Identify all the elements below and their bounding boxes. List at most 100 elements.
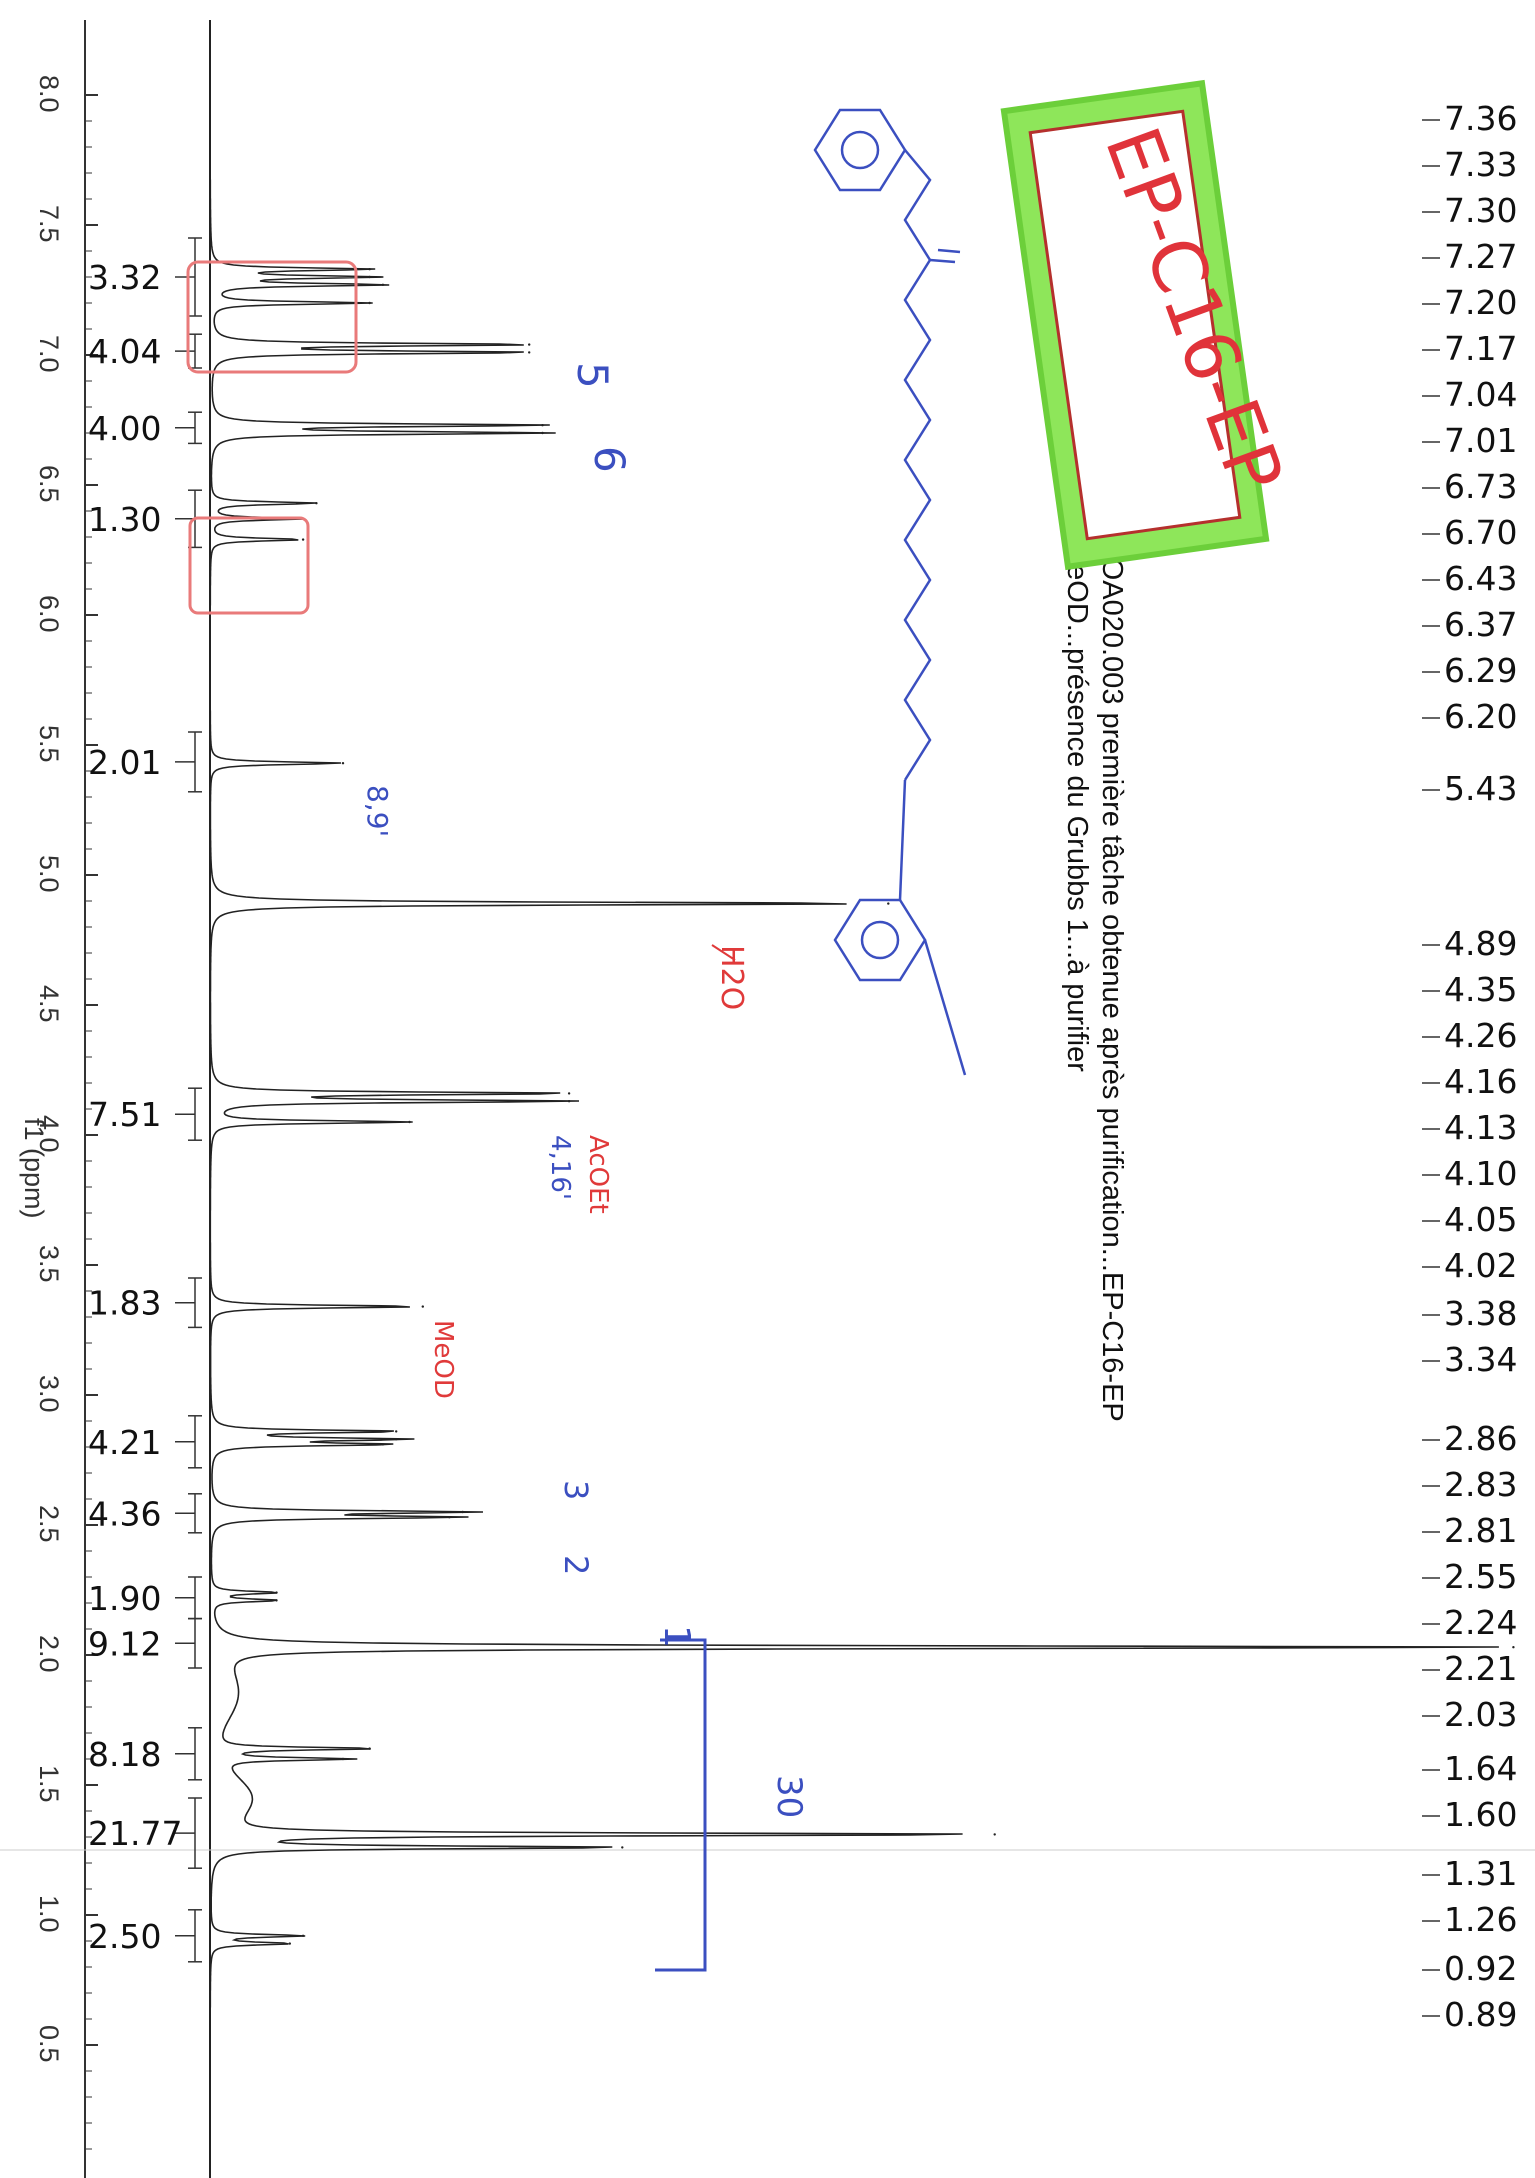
x-tick-label: 4.5 (34, 985, 64, 1023)
integral-value: 2.01 (88, 743, 161, 782)
annotation-acoet: AcOEt (583, 1135, 613, 1214)
peak-label: 6.43 (1444, 559, 1517, 598)
peak-label: 5.43 (1444, 769, 1517, 808)
peak-label: 7.36 (1444, 99, 1517, 138)
peak-point (887, 902, 890, 905)
peak-label: 4.89 (1444, 924, 1517, 963)
integral-value: 1.83 (88, 1284, 161, 1323)
x-tick-label: 5.0 (34, 855, 64, 893)
peak-point (541, 431, 544, 435)
peak-point (621, 1846, 624, 1849)
peak-point (541, 424, 544, 427)
peak-point (341, 1757, 345, 1761)
peak-label: 3.34 (1444, 1340, 1517, 1379)
peak-label: 2.03 (1444, 1695, 1517, 1734)
peak-label: 0.92 (1444, 1949, 1517, 1988)
peak-point (448, 1516, 451, 1519)
peak-point (315, 502, 318, 505)
x-tick-label: 5.5 (34, 725, 64, 763)
x-tick-label: 2.5 (34, 1505, 64, 1543)
peak-label: 3.38 (1444, 1294, 1517, 1333)
integral-value: 2.50 (88, 1917, 161, 1956)
peak-point (567, 1100, 571, 1103)
x-tick-label: 6.0 (34, 595, 64, 633)
peak-label: 1.31 (1444, 1854, 1517, 1893)
molecule-structure-drawing (813, 108, 967, 1076)
peak-point (368, 301, 371, 305)
peak-label: 7.20 (1444, 283, 1517, 322)
annotation-bracket (655, 1638, 707, 1972)
peak-point (341, 762, 345, 765)
integral-value: 8.18 (88, 1735, 161, 1774)
spectrum-trace (209, 20, 1499, 2178)
x-tick-label: 7.5 (34, 205, 64, 243)
integral-value: 9.12 (88, 1624, 161, 1663)
x-tick-label: 1.5 (34, 1765, 64, 1803)
x-tick-label: 1.0 (34, 1895, 64, 1933)
annotation-meod: MeOD (428, 1320, 458, 1399)
peak-point (381, 1443, 385, 1446)
annotation-water: H2O (714, 945, 749, 1010)
peak-label: 7.17 (1444, 329, 1517, 368)
peak-label: 6.70 (1444, 513, 1517, 552)
integral-value: 4.00 (88, 409, 161, 448)
peak-point (528, 343, 531, 346)
peak-point (301, 538, 305, 541)
peak-label: 4.16 (1444, 1062, 1517, 1101)
integral-markers: 3.32 4.04 4.00 1.30 2.01 7.51 1.83 4.21 4.36 1.90… (88, 237, 202, 1963)
peak-label: 6.20 (1444, 697, 1517, 736)
x-tick-label: 8.0 (34, 75, 64, 113)
peak-point (301, 1934, 305, 1938)
chart-title: FOA020.003 première tâche obtenue après … (1096, 540, 1128, 1422)
annotation-peak-6: 6 (585, 446, 634, 473)
peak-label: 2.24 (1444, 1603, 1517, 1642)
peak-label-list: 7.36 7.33 7.30 7.27 7.20 7.17 7.04 7.01 6.73 6.70… (1422, 99, 1517, 2034)
integral-value: 4.04 (88, 332, 161, 371)
peak-label: 4.26 (1444, 1016, 1517, 1055)
peak-label: 1.26 (1444, 1900, 1517, 1939)
peak-label: 2.83 (1444, 1465, 1517, 1504)
annotation-peak-2: 2 (557, 1555, 595, 1575)
peak-point (275, 1591, 278, 1594)
integral-value: 1.30 (88, 500, 161, 539)
peak-label: 7.04 (1444, 375, 1517, 414)
peak-point (408, 1120, 411, 1124)
annotation-peak-5: 5 (568, 362, 617, 389)
peak-point (368, 268, 371, 271)
peak-label: 4.05 (1444, 1200, 1517, 1239)
integral-value: 7.51 (88, 1095, 161, 1134)
peak-label: 2.55 (1444, 1557, 1517, 1596)
peak-label: 4.02 (1444, 1246, 1517, 1285)
integral-value: 21.77 (88, 1814, 182, 1853)
x-tick-label: 4.0 (34, 1115, 64, 1153)
peak-label: 6.37 (1444, 605, 1517, 644)
peak-point (461, 1510, 464, 1514)
peak-point (993, 1833, 996, 1836)
peak-point (567, 1092, 571, 1095)
peak-point (395, 1438, 398, 1441)
peak-point (368, 1747, 371, 1750)
peak-label: 6.73 (1444, 467, 1517, 506)
peak-marks (275, 268, 1515, 1945)
peak-label: 0.89 (1444, 1995, 1517, 2034)
annotation-peak-30: 30 (769, 1775, 809, 1818)
x-tick-label: 3.5 (34, 1245, 64, 1283)
annotation-peak-89: 8,9' (361, 785, 394, 837)
integral-value: 4.36 (88, 1494, 161, 1533)
annotation-peak-3: 3 (557, 1480, 595, 1500)
peak-point (1512, 1646, 1515, 1649)
peak-label: 2.21 (1444, 1649, 1517, 1688)
x-tick-label: 0.5 (34, 2025, 64, 2063)
peak-point (381, 283, 385, 286)
peak-label: 2.81 (1444, 1511, 1517, 1550)
peak-label: 1.64 (1444, 1749, 1517, 1788)
sample-label-box: EP-C16-EP (1000, 79, 1299, 571)
peak-point (368, 275, 371, 279)
annotation-peak-4: 4,16' (545, 1135, 575, 1200)
integral-value: 3.32 (88, 258, 161, 297)
x-tick-label: 7.0 (34, 335, 64, 373)
peak-point (288, 1942, 291, 1945)
red-box-aromatic (186, 260, 358, 374)
peak-label: 7.27 (1444, 237, 1517, 276)
